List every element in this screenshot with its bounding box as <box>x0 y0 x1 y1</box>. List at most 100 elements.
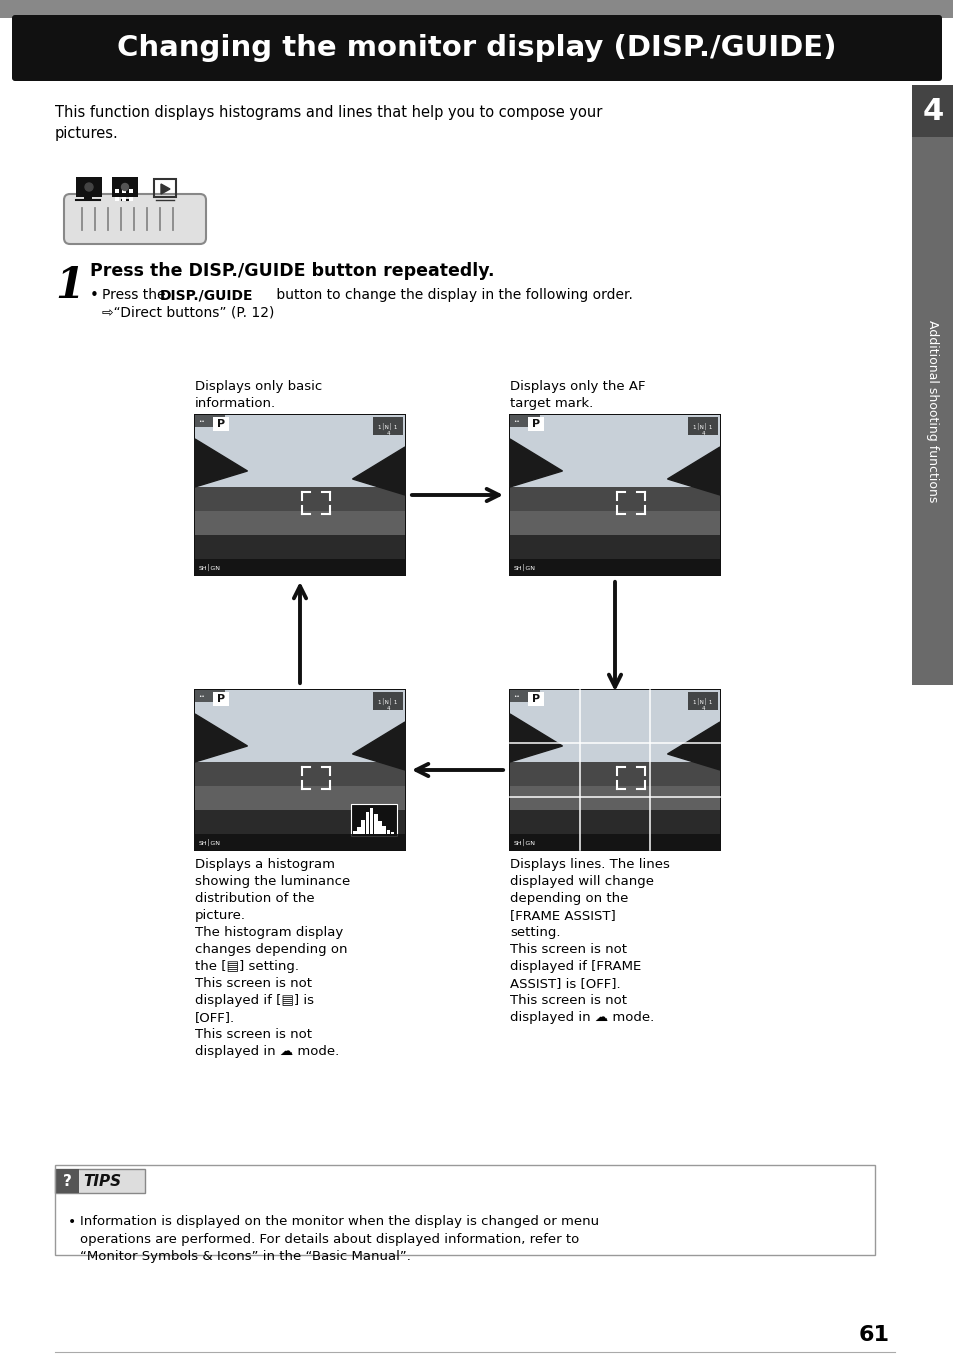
Text: SH│GN: SH│GN <box>199 563 221 570</box>
Bar <box>510 689 539 702</box>
Bar <box>365 811 369 835</box>
Text: SH│GN: SH│GN <box>514 839 536 845</box>
Bar <box>527 692 543 706</box>
Bar <box>194 491 405 575</box>
Bar <box>510 491 720 575</box>
Bar <box>527 417 543 432</box>
Bar <box>510 487 720 518</box>
Text: Additional shooting functions: Additional shooting functions <box>925 320 939 502</box>
Polygon shape <box>510 714 562 763</box>
Text: 61: 61 <box>858 1324 889 1345</box>
Bar <box>370 807 374 835</box>
Bar <box>510 689 720 769</box>
Bar <box>0 0 953 18</box>
Bar <box>194 763 405 794</box>
Text: ••: •• <box>198 693 205 699</box>
Text: SH│GN: SH│GN <box>199 839 221 845</box>
Circle shape <box>85 183 92 191</box>
Bar <box>213 417 229 432</box>
Bar <box>356 826 360 835</box>
FancyBboxPatch shape <box>12 15 941 81</box>
Bar <box>194 835 405 849</box>
Text: Displays lines. The lines
displayed will change
depending on the
[FRAME ASSIST]
: Displays lines. The lines displayed will… <box>510 858 669 1025</box>
Bar <box>122 189 126 193</box>
Text: Displays a histogram
showing the luminance
distribution of the
picture.
The hist: Displays a histogram showing the luminan… <box>194 858 350 1058</box>
Bar <box>510 763 720 794</box>
Bar <box>361 820 365 835</box>
Text: Changing the monitor display (DISP./GUIDE): Changing the monitor display (DISP./GUID… <box>117 34 836 62</box>
Bar <box>373 417 402 436</box>
Text: ⇨“Direct buttons” (P. 12): ⇨“Direct buttons” (P. 12) <box>102 305 274 319</box>
Bar <box>382 826 386 835</box>
Bar <box>193 414 406 575</box>
Polygon shape <box>667 446 720 495</box>
Bar <box>391 832 395 835</box>
Text: This function displays histograms and lines that help you to compose your
pictur: This function displays histograms and li… <box>55 104 601 141</box>
Circle shape <box>121 183 129 190</box>
Text: Press the: Press the <box>102 288 170 303</box>
FancyBboxPatch shape <box>64 194 206 244</box>
Text: P: P <box>216 419 225 429</box>
Circle shape <box>119 180 131 193</box>
Bar <box>194 415 405 575</box>
Bar <box>194 689 405 769</box>
Bar <box>510 415 720 495</box>
Bar <box>129 197 132 201</box>
Text: 1│N│ 1: 1│N│ 1 <box>378 422 397 430</box>
Bar <box>377 821 381 835</box>
Bar <box>194 559 405 575</box>
Bar <box>687 692 718 710</box>
Text: ••: •• <box>198 418 205 423</box>
Text: 1: 1 <box>55 265 84 307</box>
Bar <box>213 692 229 706</box>
Text: Press the DISP./GUIDE button repeatedly.: Press the DISP./GUIDE button repeatedly. <box>90 262 494 280</box>
Text: 4: 4 <box>386 706 390 711</box>
Bar <box>153 179 175 197</box>
Text: Displays only basic
information.: Displays only basic information. <box>194 380 322 410</box>
Text: 4: 4 <box>700 430 704 436</box>
Polygon shape <box>161 185 170 194</box>
Text: Displays only the AF
target mark.: Displays only the AF target mark. <box>510 380 645 410</box>
Bar <box>353 830 356 835</box>
Text: 4: 4 <box>700 706 704 711</box>
Bar <box>122 197 126 201</box>
Polygon shape <box>194 714 247 763</box>
Bar <box>76 176 102 197</box>
Bar <box>194 689 405 849</box>
Bar <box>84 195 91 201</box>
Polygon shape <box>194 440 247 487</box>
Text: button to change the display in the following order.: button to change the display in the foll… <box>272 288 632 303</box>
Bar <box>510 835 720 849</box>
Text: 1│N│ 1: 1│N│ 1 <box>693 422 712 430</box>
Text: P: P <box>216 693 225 704</box>
Text: ?: ? <box>63 1174 71 1189</box>
Text: •: • <box>68 1215 76 1229</box>
Bar <box>194 415 225 427</box>
Bar <box>386 830 390 835</box>
Bar <box>55 1168 145 1193</box>
Bar <box>911 85 953 685</box>
Bar <box>687 417 718 436</box>
Bar <box>193 689 406 851</box>
Bar <box>194 689 225 702</box>
Circle shape <box>82 180 96 194</box>
Text: 1│N│ 1: 1│N│ 1 <box>378 697 397 704</box>
Bar <box>194 786 405 810</box>
Bar <box>374 814 377 835</box>
Bar <box>510 559 720 575</box>
Bar <box>510 786 720 810</box>
Bar <box>194 415 405 495</box>
Bar <box>373 692 402 710</box>
Polygon shape <box>510 440 562 487</box>
Bar <box>115 189 119 193</box>
Bar <box>510 767 720 849</box>
Polygon shape <box>667 722 720 769</box>
Text: P: P <box>532 693 539 704</box>
Text: TIPS: TIPS <box>83 1174 121 1189</box>
Bar <box>510 689 720 849</box>
Bar <box>129 189 132 193</box>
Polygon shape <box>352 446 405 495</box>
Bar <box>510 415 720 575</box>
Text: P: P <box>532 419 539 429</box>
Text: 4: 4 <box>386 430 390 436</box>
